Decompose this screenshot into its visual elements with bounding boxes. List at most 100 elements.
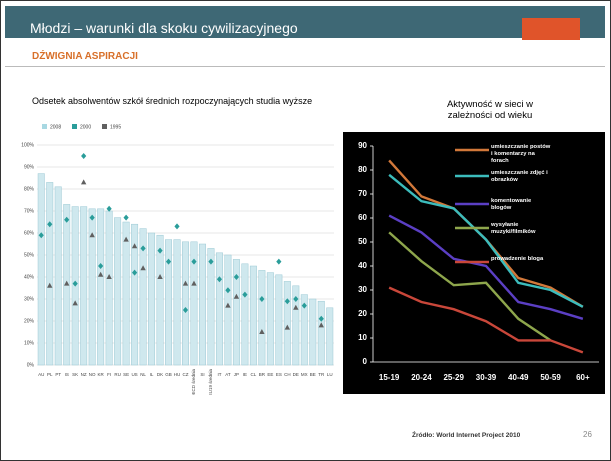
x-tick-label: BE — [310, 372, 316, 377]
x-tick-label: US — [131, 372, 137, 377]
page-number: 26 — [583, 430, 592, 439]
bar — [266, 272, 274, 366]
diamond-marker — [259, 296, 265, 302]
diamond-marker — [233, 274, 240, 280]
x-tick-label: 60+ — [576, 373, 590, 382]
triangle-marker — [182, 280, 189, 286]
series-line — [388, 173, 584, 308]
x-tick-label: SI — [200, 372, 204, 377]
triangle-marker — [131, 243, 138, 249]
legend-entry: wysyłanie muzyki/filmików — [491, 222, 536, 235]
x-tick-label: HU — [174, 372, 181, 377]
bar — [139, 228, 147, 366]
y-tick-label: 80% — [24, 186, 35, 192]
diamond-marker — [284, 298, 290, 305]
x-tick-label: IT — [217, 372, 221, 377]
x-tick-label: BR — [259, 372, 266, 377]
x-tick-label: TR — [318, 372, 325, 377]
diamond-marker — [157, 247, 163, 254]
bar — [182, 241, 189, 366]
x-tick-label: FI — [107, 372, 111, 377]
diamond-marker — [191, 258, 197, 265]
triangle-marker — [225, 302, 231, 308]
triangle-marker — [123, 236, 129, 242]
x-tick-label: SK — [72, 372, 78, 377]
x-tick-label: DE — [293, 372, 299, 377]
x-tick-label: SE — [123, 372, 129, 377]
left-chart-title: Odsetek absolwentów szkół średnich rozpo… — [32, 96, 313, 106]
y-tick-label: 0% — [27, 362, 35, 368]
diamond-marker — [89, 214, 95, 221]
legend-entry: umieszczanie postów i komentarzy na fora… — [491, 144, 550, 164]
legend-label: wysyłanie muzyki/filmików — [491, 222, 536, 235]
bar — [37, 173, 45, 366]
x-tick-label: 50-59 — [540, 373, 561, 382]
triangle-marker — [284, 324, 291, 330]
diamond-marker — [242, 291, 248, 298]
diamond-marker — [81, 153, 87, 159]
bar — [80, 206, 88, 366]
y-tick-label: 90 — [358, 141, 367, 150]
y-tick-label: 40% — [24, 274, 35, 280]
legend-entry: komentowanie blogów — [491, 198, 532, 211]
legend-swatch — [102, 124, 107, 129]
series-line — [388, 214, 584, 320]
x-tick-label: IE — [243, 372, 247, 377]
x-tick-label: NL — [140, 372, 146, 377]
slide-subtitle: DŹWIGNIA ASPIRACJI — [32, 51, 138, 62]
bar — [54, 186, 62, 366]
diamond-marker — [174, 223, 180, 230]
bar — [326, 307, 334, 366]
triangle-marker — [191, 280, 197, 286]
y-tick-label: 70% — [24, 208, 35, 214]
x-tick-label: 25-29 — [443, 373, 464, 382]
legend-label: umieszczanie zdjęć i obrazków — [491, 170, 548, 183]
bar — [258, 270, 266, 366]
x-tick-label: 20-24 — [411, 373, 432, 382]
diamond-marker — [182, 307, 189, 313]
x-tick-label: IL — [150, 372, 154, 377]
x-tick-label: KR — [98, 372, 105, 377]
diamond-marker — [47, 221, 53, 228]
diamond-marker — [106, 205, 112, 212]
bar — [198, 243, 206, 366]
x-tick-label: 30-39 — [476, 373, 497, 382]
x-tick-label: 15-19 — [379, 373, 400, 382]
triangle-marker — [47, 282, 53, 288]
y-tick-label: 60% — [24, 230, 35, 236]
bar — [46, 182, 54, 366]
triangle-marker — [72, 300, 78, 306]
x-tick-label: CH — [284, 372, 291, 377]
bar — [309, 298, 317, 366]
triangle-marker — [64, 280, 70, 286]
bar — [283, 281, 291, 366]
legend-swatch — [42, 124, 47, 129]
divider — [5, 66, 605, 67]
triangle-marker — [89, 232, 95, 238]
bar — [232, 259, 240, 366]
diamond-marker — [276, 258, 282, 265]
series-line — [388, 286, 584, 354]
bar — [148, 232, 156, 366]
legend-label: komentowanie blogów — [491, 198, 532, 211]
bar — [114, 217, 122, 366]
triangle-marker — [140, 265, 146, 271]
y-tick-label: 10 — [358, 333, 367, 342]
series-line — [388, 231, 552, 342]
x-tick-label: NO — [89, 372, 96, 377]
diamond-marker — [165, 258, 172, 265]
y-tick-label: 10% — [24, 340, 35, 346]
bar — [88, 208, 96, 366]
triangle-marker — [97, 271, 104, 277]
x-tick-label: AT — [225, 372, 231, 377]
x-tick-label: 40-49 — [508, 373, 529, 382]
triangle-marker — [80, 179, 87, 185]
x-tick-label: CL — [251, 372, 257, 377]
y-tick-label: 30 — [358, 285, 367, 294]
diamond-marker — [208, 258, 214, 265]
bar — [122, 221, 130, 366]
legend-label: 1995 — [110, 124, 121, 130]
y-tick-label: 40 — [358, 261, 367, 270]
y-tick-label: 30% — [24, 296, 35, 302]
x-tick-label: MX — [301, 372, 308, 377]
